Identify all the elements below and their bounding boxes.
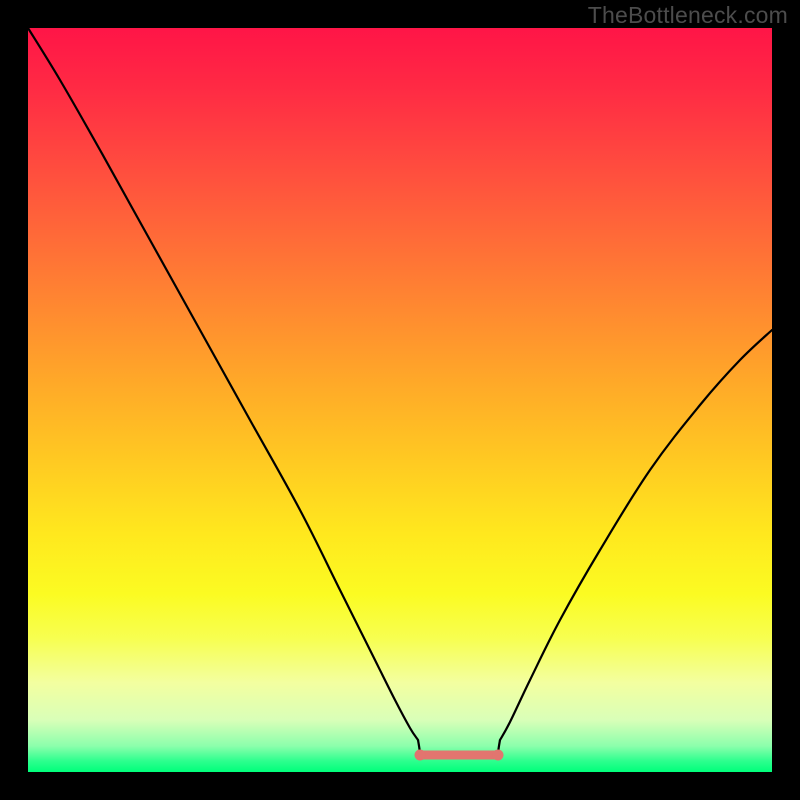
curve-left-branch (28, 28, 418, 740)
bottleneck-curve (0, 0, 800, 800)
chart-stage: TheBottleneck.com (0, 0, 800, 800)
optimal-range-end-dot (493, 750, 504, 761)
curve-right-branch (500, 330, 772, 740)
optimal-range-start-dot (415, 750, 426, 761)
watermark-text: TheBottleneck.com (588, 2, 788, 29)
